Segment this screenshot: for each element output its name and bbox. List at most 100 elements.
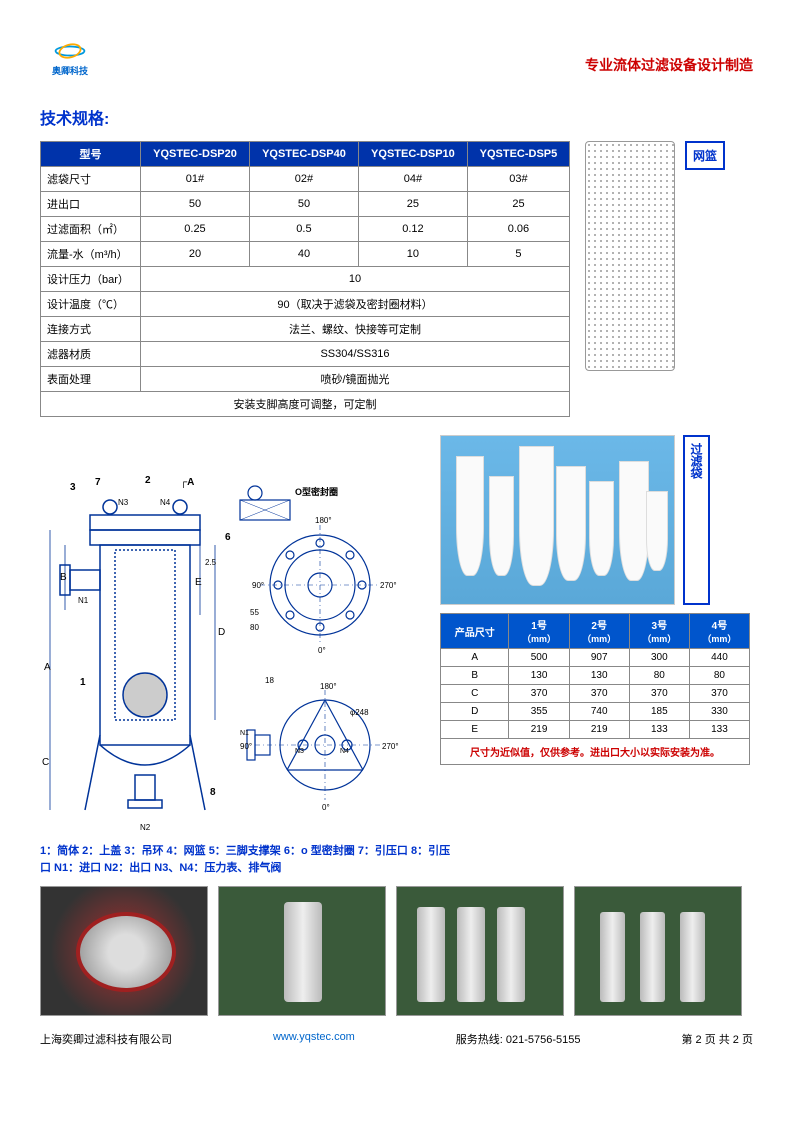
size-v: 219 bbox=[509, 721, 569, 739]
basket-label: 网篮 bbox=[685, 141, 725, 170]
dim-25: 2.5 bbox=[205, 558, 217, 567]
size-v: 740 bbox=[569, 703, 629, 721]
part-7: 7 bbox=[95, 477, 101, 488]
part-2: 2 bbox=[145, 475, 151, 486]
size-v: 300 bbox=[629, 649, 689, 667]
bags-row: 过滤袋 bbox=[440, 435, 753, 605]
spec-label: 滤袋尺寸 bbox=[41, 167, 141, 192]
spec-cell: 25 bbox=[358, 192, 467, 217]
spec-label: 流量-水（m³/h） bbox=[41, 242, 141, 267]
spec-table: 型号 YQSTEC-DSP20 YQSTEC-DSP40 YQSTEC-DSP1… bbox=[40, 141, 570, 417]
header: 奥卿科技 专业流体过滤设备设计制造 bbox=[40, 40, 753, 90]
spec-th: 型号 bbox=[41, 142, 141, 167]
size-table: 产品尺寸 1号（mm） 2号（mm） 3号（mm） 4号（mm） A500907… bbox=[440, 613, 750, 739]
technical-diagram: A B C D E 3 7 2 ┌A N3 N4 6 N1 N2 1 8 2.5 bbox=[40, 435, 430, 835]
dim-55: 55 bbox=[250, 608, 259, 617]
page-number: 第 2 页 共 2 页 bbox=[681, 1031, 753, 1047]
angle-270b: 270° bbox=[382, 742, 399, 751]
dim-e: E bbox=[195, 577, 202, 588]
spec-label: 连接方式 bbox=[41, 317, 141, 342]
angle-0: 0° bbox=[318, 646, 326, 655]
hotline: 服务热线: 021-5756-5155 bbox=[456, 1031, 581, 1047]
spec-cell: 02# bbox=[249, 167, 358, 192]
size-v: 370 bbox=[689, 685, 749, 703]
size-k: B bbox=[441, 667, 509, 685]
spec-cell: 40 bbox=[249, 242, 358, 267]
dim-a: A bbox=[44, 662, 51, 673]
part-6: 6 bbox=[225, 532, 231, 543]
spec-full: 安装支脚高度可调整，可定制 bbox=[41, 392, 570, 417]
filter-bags-image bbox=[440, 435, 675, 605]
size-v: 370 bbox=[569, 685, 629, 703]
port-n4b: N4 bbox=[340, 748, 349, 755]
spec-cell: 5 bbox=[467, 242, 569, 267]
main-row: 型号 YQSTEC-DSP20 YQSTEC-DSP40 YQSTEC-DSP1… bbox=[40, 141, 753, 417]
spec-cell: 01# bbox=[141, 167, 250, 192]
angle-270: 270° bbox=[380, 581, 397, 590]
basket-image bbox=[585, 141, 675, 371]
size-v: 80 bbox=[689, 667, 749, 685]
spec-th: YQSTEC-DSP10 bbox=[358, 142, 467, 167]
size-k: C bbox=[441, 685, 509, 703]
spec-th: YQSTEC-DSP20 bbox=[141, 142, 250, 167]
size-th: 产品尺寸 bbox=[441, 614, 509, 649]
spec-span: 90（取决于滤袋及密封圈材料） bbox=[141, 292, 570, 317]
size-v: 440 bbox=[689, 649, 749, 667]
port-n3: N3 bbox=[118, 498, 129, 507]
size-k: A bbox=[441, 649, 509, 667]
size-header-row: 产品尺寸 1号（mm） 2号（mm） 3号（mm） 4号（mm） bbox=[441, 614, 750, 649]
spec-cell: 0.25 bbox=[141, 217, 250, 242]
size-note: 尺寸为近似值，仅供参考。进出口大小以实际安装为准。 bbox=[440, 739, 750, 765]
size-v: 370 bbox=[629, 685, 689, 703]
parts-legend: 1：简体 2：上盖 3：吊环 4：网篮 5：三脚支撑架 6：o 型密封圈 7：引… bbox=[40, 843, 460, 876]
oring-label: O型密封圈 bbox=[295, 486, 338, 497]
mid-row: A B C D E 3 7 2 ┌A N3 N4 6 N1 N2 1 8 2.5 bbox=[40, 435, 753, 835]
dim-80: 80 bbox=[250, 623, 259, 632]
size-v: 355 bbox=[509, 703, 569, 721]
footer: 上海奕卿过滤科技有限公司 www.yqstec.com 服务热线: 021-57… bbox=[40, 1026, 753, 1052]
spec-cell: 04# bbox=[358, 167, 467, 192]
spec-header-row: 型号 YQSTEC-DSP20 YQSTEC-DSP40 YQSTEC-DSP1… bbox=[41, 142, 570, 167]
angle-0b: 0° bbox=[322, 803, 330, 812]
size-v: 80 bbox=[629, 667, 689, 685]
size-v: 500 bbox=[509, 649, 569, 667]
photo-1 bbox=[40, 886, 208, 1016]
dim-d: D bbox=[218, 627, 225, 638]
spec-span: 10 bbox=[141, 267, 570, 292]
spec-th: YQSTEC-DSP40 bbox=[249, 142, 358, 167]
size-th: 1号（mm） bbox=[509, 614, 569, 649]
spec-cell: 10 bbox=[358, 242, 467, 267]
port-n3b: N3 bbox=[295, 748, 304, 755]
angle-90: 90° bbox=[252, 581, 264, 590]
spec-cell: 25 bbox=[467, 192, 569, 217]
size-v: 219 bbox=[569, 721, 629, 739]
size-th: 4号（mm） bbox=[689, 614, 749, 649]
angle-180: 180° bbox=[315, 516, 332, 525]
photo-2 bbox=[218, 886, 386, 1016]
bags-label: 过滤袋 bbox=[683, 435, 710, 605]
spec-label: 过滤面积（㎡） bbox=[41, 217, 141, 242]
photo-4 bbox=[574, 886, 742, 1016]
spec-span: SS304/SS316 bbox=[141, 342, 570, 367]
size-v: 130 bbox=[509, 667, 569, 685]
spec-label: 滤器材质 bbox=[41, 342, 141, 367]
port-n1b: N1 bbox=[240, 730, 249, 737]
part-3: 3 bbox=[70, 482, 76, 493]
dim-b: B bbox=[60, 572, 67, 583]
size-v: 907 bbox=[569, 649, 629, 667]
spec-label: 设计压力（bar） bbox=[41, 267, 141, 292]
section-title: 技术规格: bbox=[40, 105, 753, 129]
size-v: 185 bbox=[629, 703, 689, 721]
spec-cell: 0.12 bbox=[358, 217, 467, 242]
tagline: 专业流体过滤设备设计制造 bbox=[585, 55, 753, 75]
spec-cell: 50 bbox=[141, 192, 250, 217]
spec-cell: 20 bbox=[141, 242, 250, 267]
dim-phi: φ248 bbox=[350, 708, 369, 717]
basket-col: 网篮 bbox=[585, 141, 725, 417]
spec-span: 法兰、螺纹、快接等可定制 bbox=[141, 317, 570, 342]
port-n2: N2 bbox=[140, 823, 151, 832]
website[interactable]: www.yqstec.com bbox=[273, 1031, 355, 1047]
spec-cell: 0.5 bbox=[249, 217, 358, 242]
spec-label: 设计温度（℃） bbox=[41, 292, 141, 317]
size-v: 133 bbox=[689, 721, 749, 739]
